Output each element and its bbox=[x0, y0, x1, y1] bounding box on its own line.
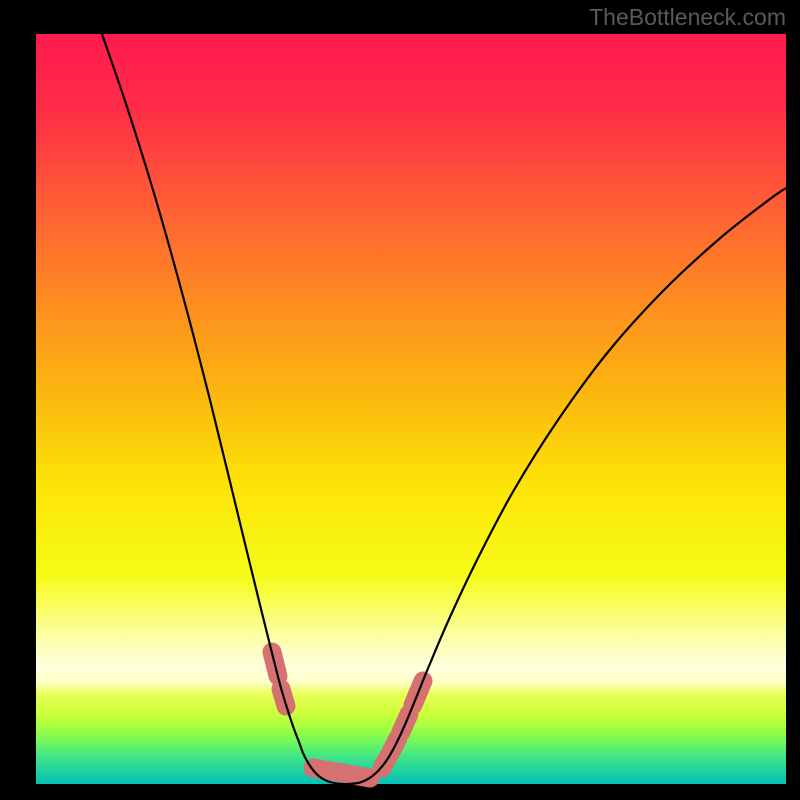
curve-overlay bbox=[0, 0, 800, 800]
watermark-text: TheBottleneck.com bbox=[589, 4, 786, 31]
chart-container: TheBottleneck.com bbox=[0, 0, 800, 800]
bottleneck-curve bbox=[102, 34, 786, 784]
marker-group bbox=[272, 652, 423, 778]
marker-pill bbox=[313, 768, 370, 778]
